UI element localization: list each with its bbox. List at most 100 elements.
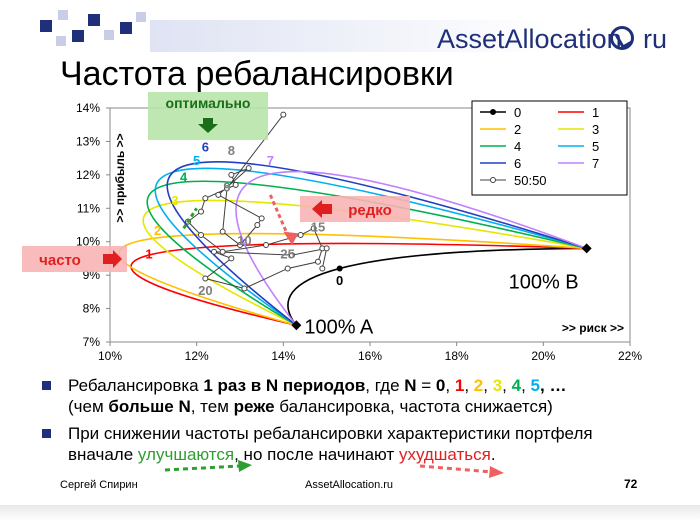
endpoint-a-label: 100% A (304, 316, 374, 338)
footer-site[interactable]: AssetAllocation.ru (305, 479, 394, 491)
point-label: 10 (237, 233, 251, 248)
slide-shadow (0, 505, 700, 521)
legend-swatch-marker (490, 109, 496, 115)
chart-worsen-arrow-head (283, 231, 299, 246)
x-tick-label: 12% (185, 349, 209, 363)
point-label: 2 (154, 223, 161, 238)
annotation-optimal-arrow (198, 118, 218, 133)
endpoint-b-label: 100% B (509, 271, 579, 293)
bullet-text-run: , где (365, 376, 405, 395)
legend-label: 50:50 (514, 173, 547, 188)
series-point-50-50 (245, 165, 252, 172)
bullet-text-run: 0 (435, 376, 446, 395)
decor-square (40, 20, 52, 32)
point-label: 7 (267, 153, 274, 168)
point-label: 20 (198, 283, 212, 298)
y-tick-label: 11% (77, 201, 100, 215)
x-tick-label: 18% (445, 349, 469, 363)
logo-text[interactable]: AssetAllocation (437, 24, 622, 54)
decor-square (120, 22, 132, 34)
bullet-text-run: , но после начинают (234, 445, 399, 464)
point-label: 5 (193, 153, 200, 168)
bullet-text-run: , тем (190, 397, 234, 416)
series-point-50-50 (297, 232, 304, 239)
point-label: 4 (180, 170, 188, 185)
point-label: 1 (145, 246, 152, 261)
y-tick-label: 10% (76, 235, 100, 249)
annotation-rare-arrow (312, 200, 332, 218)
legend-label: 4 (514, 139, 521, 154)
bullet-text-run: 4 (511, 376, 522, 395)
chart-improve-arrow (182, 207, 198, 230)
bullet-text-run: (чем (68, 397, 109, 416)
decor-square (88, 14, 100, 26)
annotation-rare-label: редко (348, 202, 392, 219)
series-point-50-50 (219, 228, 226, 235)
x-tick-label: 16% (358, 349, 382, 363)
point-label: 8 (228, 143, 235, 158)
decor-square (104, 30, 114, 40)
bullet-text-run: , (521, 376, 531, 395)
bullet-text-run: N (404, 376, 417, 395)
y-tick-label: 8% (83, 302, 101, 316)
bullet-text-run: реже (233, 397, 275, 416)
bullet-text-run: , … (540, 376, 567, 395)
series-point-50-50 (254, 222, 261, 228)
point-label: 25 (280, 246, 294, 261)
endpoint-a-marker (291, 320, 302, 331)
x-tick-label: 22% (618, 349, 642, 363)
legend-label: 7 (592, 156, 599, 171)
chart-worsen-arrow (268, 194, 290, 236)
series-line-50-50 (187, 114, 328, 290)
bullet-text-run: балансировка, частота снижается) (274, 397, 553, 416)
annotation-often-label: часто (39, 252, 81, 269)
series-point-50-50 (263, 242, 269, 249)
bullet-text-run: 3 (492, 376, 503, 395)
bullet-list: Ребалансировка 1 раз в N периодов, где N… (40, 375, 680, 471)
series-point-50-50 (237, 242, 243, 249)
bullet-text-run: вначале (68, 445, 138, 464)
legend-label: 0 (514, 105, 521, 120)
legend-label: 6 (514, 156, 521, 171)
bullet-text-run: , (445, 376, 455, 395)
series-point-50-50 (241, 285, 248, 292)
legend-label: 2 (514, 122, 521, 137)
series-line-7 (235, 170, 587, 326)
bullet-text-run: 5 (530, 376, 540, 395)
bullet-text-run: = (416, 376, 436, 395)
footer-author: Сергей Спирин (60, 479, 138, 491)
logo-icon (610, 26, 634, 50)
series-point-50-50 (319, 265, 326, 272)
y-tick-label: 13% (76, 134, 100, 148)
series-point-50-50 (310, 225, 317, 232)
page-title: Частота ребалансировки (60, 55, 454, 93)
legend-label: 5 (592, 139, 599, 154)
bullet-line: При снижении частоты ребалансировки хара… (68, 423, 680, 444)
series-point-50-50 (219, 248, 226, 255)
bullet-text-run: , (464, 376, 474, 395)
decor-square (58, 10, 68, 20)
series-point-50-50 (198, 232, 204, 239)
series-point-50-50 (202, 275, 209, 282)
series-point-50-50 (284, 265, 291, 272)
series-point-50-50 (198, 208, 204, 215)
bullet-text-run: При снижении частоты ребалансировки хара… (68, 424, 593, 443)
series-point-50-50 (202, 195, 209, 202)
point-label: 15 (311, 220, 325, 235)
bullet-text-run: , (502, 376, 512, 395)
bullet-marker (42, 429, 51, 438)
frontier-chart: 10% 12% 14% 16% 18% 20% 22%7%8%9%10%11%12%13%1… (22, 92, 642, 363)
x-tick-label: 14% (271, 349, 295, 363)
series-point-50-50 (232, 181, 239, 188)
series-point-50-50 (289, 252, 295, 259)
point-label: 0 (336, 273, 343, 288)
series-point-50-50 (315, 258, 321, 265)
series-point-50-50 (258, 215, 265, 222)
bullet-line: (чем больше N, тем реже балансировка, ча… (68, 396, 680, 417)
bullet-text-run: ухудшаться (398, 445, 491, 464)
series-point-50-50 (211, 248, 217, 255)
legend-label: 3 (592, 122, 599, 137)
decor-square (72, 30, 84, 42)
x-tick-label: 10% (98, 349, 122, 363)
